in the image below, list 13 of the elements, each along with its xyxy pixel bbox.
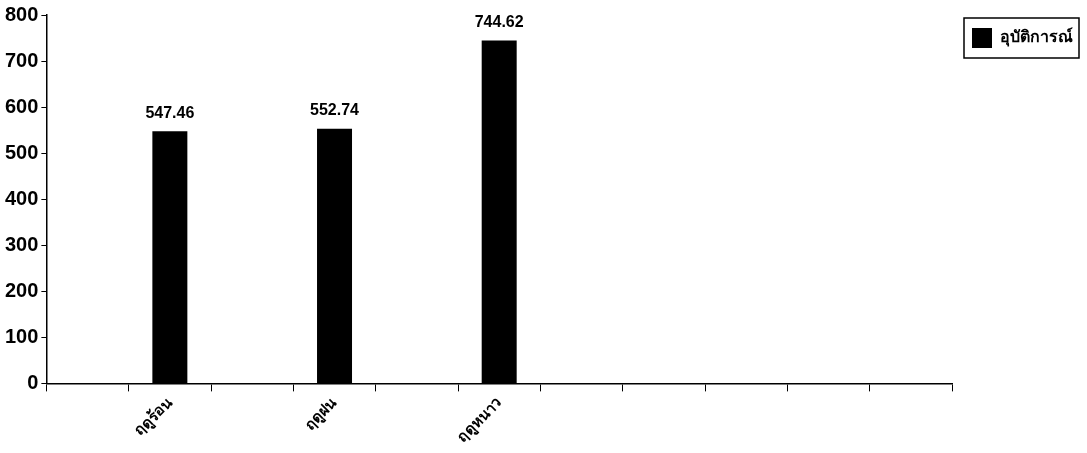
data-label: 547.46 — [145, 103, 195, 121]
y-tick-label: 700 — [4, 48, 39, 71]
y-tick-label: 400 — [4, 186, 39, 209]
y-tick-label: 300 — [4, 232, 39, 255]
y-tick-label: 800 — [4, 2, 39, 25]
y-tick-label: 100 — [4, 324, 39, 347]
y-tick-label: 200 — [4, 278, 39, 301]
data-label: 552.74 — [310, 101, 360, 119]
data-label: 744.62 — [474, 12, 524, 30]
legend-label: อุบัติการณ์ — [1000, 27, 1073, 48]
y-tick-label: 600 — [4, 94, 39, 117]
y-tick-label: 500 — [4, 140, 39, 163]
y-tick-label: 0 — [27, 370, 39, 393]
